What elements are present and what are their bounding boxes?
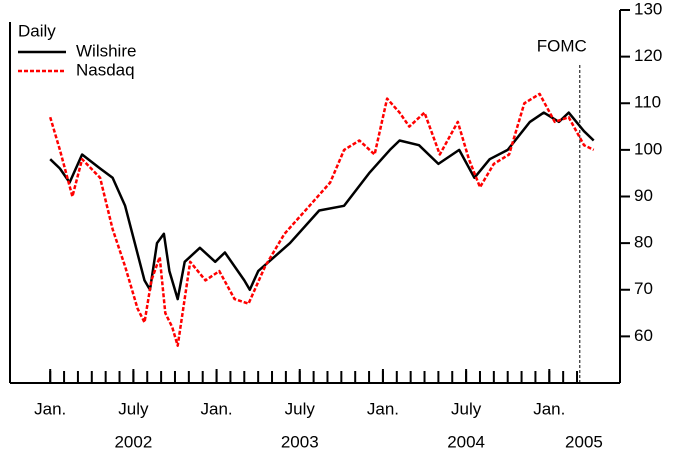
legend-label: Wilshire — [76, 41, 136, 60]
y-tick-label: 110 — [634, 93, 661, 112]
x-tick-label: July — [451, 399, 482, 418]
x-tick-label: Jan. — [533, 399, 565, 418]
y-tick-label: 80 — [634, 233, 653, 252]
y-tick-label: 60 — [634, 326, 653, 345]
year-label: 2003 — [281, 432, 319, 451]
x-tick-label: Jan. — [34, 399, 66, 418]
annotation-label: FOMC — [537, 36, 587, 55]
x-tick-label: Jan. — [367, 399, 399, 418]
x-tick-label: Jan. — [200, 399, 232, 418]
x-tick-label: July — [118, 399, 149, 418]
legend-label: Nasdaq — [76, 60, 135, 79]
x-tick-label: July — [285, 399, 316, 418]
series-line — [49, 92, 595, 347]
y-tick-label: 70 — [634, 279, 653, 298]
chart-subtitle: Daily — [18, 21, 56, 40]
y-tick-label: 120 — [634, 46, 662, 65]
year-label: 2002 — [114, 432, 152, 451]
y-tick-label: 90 — [634, 186, 653, 205]
year-label: 2004 — [447, 432, 485, 451]
series-line — [49, 111, 595, 301]
y-tick-label: 130 — [634, 0, 662, 18]
year-label: 2005 — [565, 432, 603, 451]
y-tick-label: 100 — [634, 139, 662, 158]
